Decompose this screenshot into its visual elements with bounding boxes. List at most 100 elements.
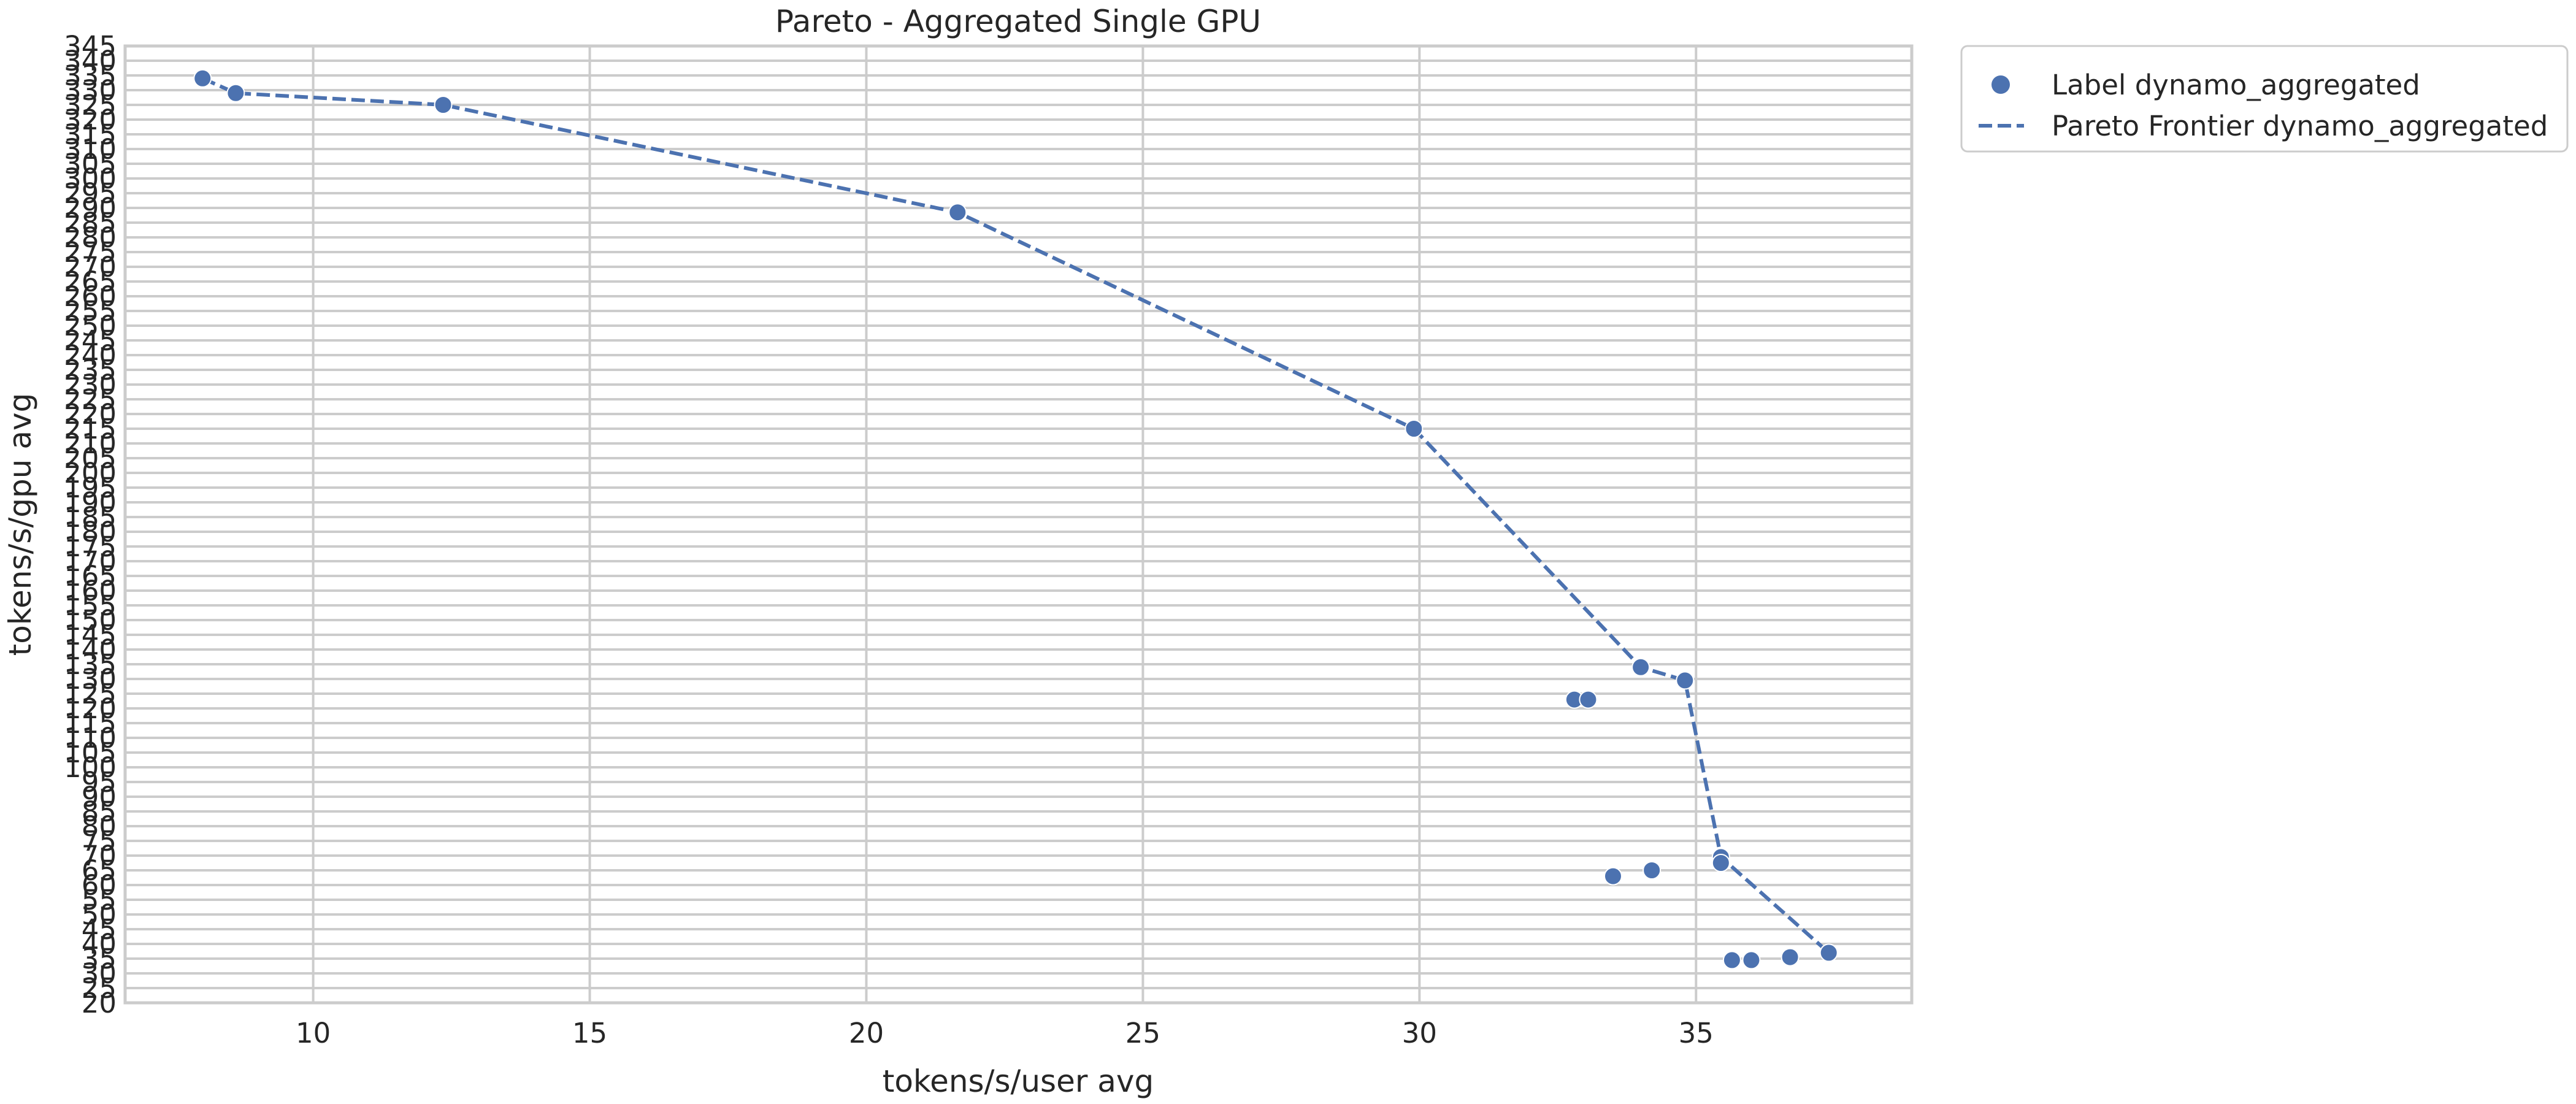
data-point <box>1405 420 1424 438</box>
x-tick-label: 20 <box>849 1017 884 1049</box>
y-tick-label: 250 <box>64 310 117 342</box>
data-point <box>948 203 967 222</box>
y-tick-label: 150 <box>64 604 117 637</box>
y-tick-label: 40 <box>82 928 117 960</box>
y-tick-label: 190 <box>64 486 117 519</box>
y-tick-label: 225 <box>64 383 117 416</box>
y-tick-label: 130 <box>64 663 117 696</box>
y-tick-label: 115 <box>64 707 117 740</box>
y-tick-label: 145 <box>64 619 117 651</box>
y-tick-label: 75 <box>82 825 117 857</box>
y-tick-label: 170 <box>64 545 117 578</box>
data-point <box>1579 690 1598 709</box>
y-tick-label: 265 <box>64 266 117 298</box>
y-tick-label: 35 <box>82 943 117 975</box>
x-tick-label: 15 <box>572 1017 607 1049</box>
x-tick-labels: 10 15 20 25 30 35 <box>296 1017 1714 1049</box>
y-tick-label: 310 <box>64 133 117 166</box>
y-tick-label: 275 <box>64 236 117 269</box>
y-tick-label: 340 <box>64 45 117 77</box>
y-tick-label: 270 <box>64 251 117 283</box>
y-tick-label: 95 <box>82 766 117 799</box>
x-tick-label: 30 <box>1402 1017 1437 1049</box>
y-tick-label: 220 <box>64 398 117 431</box>
y-tick-label: 20 <box>82 987 117 1019</box>
series-layer <box>193 69 1838 970</box>
data-point <box>1643 861 1662 880</box>
y-tick-label: 255 <box>64 295 117 328</box>
data-point <box>1603 867 1622 886</box>
pareto-frontier-line <box>202 77 1830 954</box>
y-tick-label: 90 <box>82 781 117 813</box>
data-point <box>226 83 245 102</box>
y-tick-label: 330 <box>64 74 117 107</box>
y-tick-label: 315 <box>64 118 117 151</box>
y-tick-label: 185 <box>64 501 117 534</box>
y-tick-label: 335 <box>64 59 117 92</box>
y-tick-label: 50 <box>82 899 117 931</box>
y-tick-label: 280 <box>64 221 117 254</box>
x-tick-label: 10 <box>296 1017 331 1049</box>
x-axis-label: tokens/s/user avg <box>883 1064 1154 1099</box>
y-tick-label: 205 <box>64 442 117 475</box>
y-tick-label: 230 <box>64 369 117 401</box>
legend-label-scatter: Label dynamo_aggregated <box>2052 69 2420 101</box>
y-tick-label: 210 <box>64 427 117 460</box>
data-point <box>1711 854 1730 872</box>
data-point <box>1742 951 1761 970</box>
legend-scatter-marker <box>1991 75 2010 94</box>
legend-box <box>1960 45 2569 153</box>
y-tick-label: 175 <box>64 531 117 563</box>
y-tick-label: 110 <box>64 722 117 754</box>
data-point <box>1631 657 1650 677</box>
y-tick-label: 320 <box>64 104 117 136</box>
x-tick-label: 25 <box>1125 1017 1160 1049</box>
y-tick-label: 85 <box>82 795 117 828</box>
y-tick-label: 160 <box>64 575 117 607</box>
data-point <box>193 69 212 88</box>
data-point <box>1819 943 1838 962</box>
y-tick-label: 165 <box>64 560 117 592</box>
data-point <box>1722 951 1741 970</box>
y-tick-label: 260 <box>64 280 117 313</box>
y-tick-label: 30 <box>82 957 117 990</box>
y-tick-label: 180 <box>64 516 117 548</box>
y-tick-label: 195 <box>64 472 117 504</box>
y-tick-labels: 2025303540455055606570758085909510010511… <box>64 30 117 1019</box>
y-tick-label: 65 <box>82 854 117 887</box>
data-point <box>1676 671 1695 690</box>
y-tick-label: 125 <box>64 678 117 710</box>
x-tick-label: 35 <box>1679 1017 1714 1049</box>
y-tick-label: 60 <box>82 869 117 902</box>
y-tick-label: 100 <box>64 751 117 784</box>
y-tick-label: 135 <box>64 648 117 681</box>
y-tick-label: 215 <box>64 413 117 445</box>
y-tick-label: 285 <box>64 207 117 239</box>
plot-area-frame <box>123 44 1914 1005</box>
data-point <box>1781 948 1800 967</box>
y-tick-label: 295 <box>64 177 117 210</box>
y-tick-label: 305 <box>64 148 117 180</box>
chart-title: Pareto - Aggregated Single GPU <box>775 4 1261 39</box>
y-tick-label: 155 <box>64 589 117 622</box>
y-tick-label: 290 <box>64 192 117 224</box>
y-tick-label: 245 <box>64 324 117 357</box>
y-tick-label: 55 <box>82 884 117 916</box>
y-tick-label: 200 <box>64 457 117 489</box>
y-tick-label: 25 <box>82 972 117 1005</box>
data-point <box>434 96 453 114</box>
y-tick-label: 345 <box>64 30 117 63</box>
y-tick-label: 70 <box>82 840 117 872</box>
y-tick-label: 120 <box>64 692 117 725</box>
y-tick-label: 235 <box>64 354 117 386</box>
legend-label-frontier: Pareto Frontier dynamo_aggregated <box>2052 110 2548 142</box>
y-tick-label: 240 <box>64 339 117 372</box>
y-tick-label: 300 <box>64 163 117 195</box>
y-tick-label: 105 <box>64 737 117 769</box>
y-tick-label: 45 <box>82 913 117 946</box>
y-tick-label: 140 <box>64 634 117 666</box>
grid <box>125 45 1912 1004</box>
y-tick-label: 80 <box>82 810 117 843</box>
y-tick-label: 325 <box>64 89 117 121</box>
